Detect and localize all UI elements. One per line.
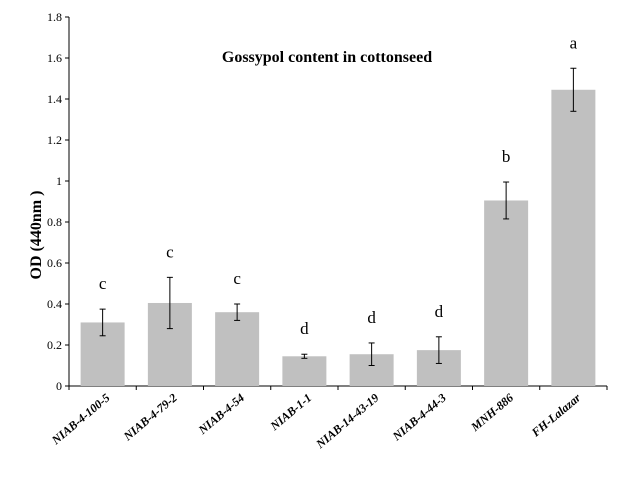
significance-letter: a: [570, 33, 578, 52]
bar: [484, 200, 529, 386]
y-tick-label: 0.4: [47, 297, 62, 311]
y-tick-label: 1: [56, 174, 62, 188]
y-tick-label: 1.2: [47, 133, 62, 147]
y-tick-label: 1.8: [47, 10, 62, 24]
y-tick-label: 0.2: [47, 338, 62, 352]
bar: [282, 356, 327, 386]
y-tick-label: 0: [56, 379, 62, 393]
significance-letter: d: [367, 308, 376, 327]
significance-letter: c: [233, 269, 241, 288]
x-category-label: NIAB-4-54: [195, 391, 247, 438]
y-axis-label: OD (440nm ): [28, 191, 45, 280]
x-category-label: NIAB-4-79-2: [120, 391, 180, 444]
x-category-label: MNH-886: [467, 391, 516, 435]
significance-letter: c: [166, 242, 174, 261]
x-category-label: NIAB-4-100-5: [48, 391, 112, 448]
chart-title: Gossypol content in cottonseed: [222, 49, 432, 66]
y-tick-label: 0.6: [47, 256, 62, 270]
x-category-label: NIAB-14-43-19: [313, 391, 382, 452]
x-category-label: NIAB-1-1: [267, 391, 315, 434]
x-category-label: NIAB-4-44-3: [389, 391, 449, 444]
significance-letter: c: [99, 274, 107, 293]
bar: [551, 89, 596, 387]
x-category-label: FH-Lalazar: [528, 390, 583, 440]
significance-letter: b: [502, 147, 511, 166]
significance-letter: d: [435, 302, 444, 321]
significance-letter: d: [300, 319, 309, 338]
bar: [215, 312, 260, 386]
y-tick-label: 0.8: [47, 215, 62, 229]
y-tick-label: 1.4: [47, 92, 62, 106]
y-tick-label: 1.6: [47, 51, 62, 65]
